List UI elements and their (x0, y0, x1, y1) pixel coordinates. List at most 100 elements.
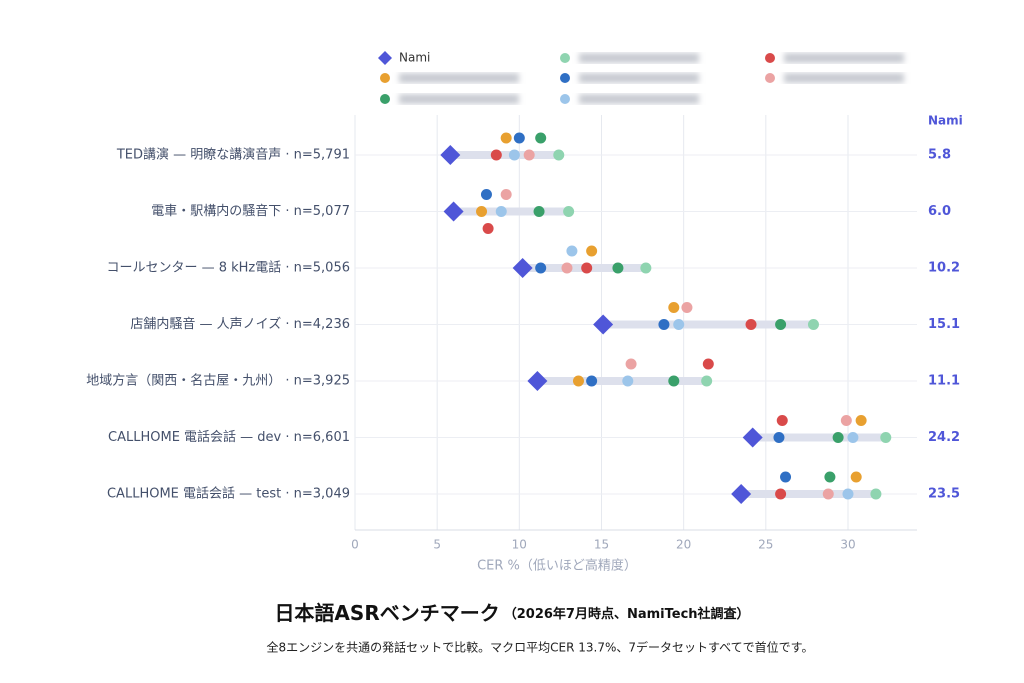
dot (586, 375, 598, 387)
nami-marker (440, 145, 461, 165)
x-tick-label: 15 (594, 538, 609, 552)
dot (533, 206, 545, 217)
dot (880, 432, 892, 443)
value-label: 11.1 (928, 374, 960, 389)
nami-marker (742, 427, 763, 448)
legend-marker (765, 53, 775, 63)
dot (842, 488, 854, 500)
category-label: CALLHOME 電話会話 — test · n=3,049 (107, 486, 350, 502)
dot (476, 206, 488, 217)
x-tick-label: 5 (433, 538, 441, 552)
range-bar (450, 151, 559, 159)
dot (581, 262, 593, 274)
dot (495, 206, 507, 217)
dot (490, 149, 502, 161)
category-label: 電車・駅構内の騒音下 · n=5,077 (151, 203, 350, 219)
value-label: 10.2 (928, 261, 960, 276)
x-tick-label: 30 (840, 538, 855, 552)
legend-label-blurred (399, 94, 519, 104)
nami-marker (593, 314, 614, 335)
dot (824, 471, 836, 483)
dot (625, 358, 637, 370)
legend-label-blurred (784, 73, 904, 83)
dot (482, 223, 494, 234)
dot (702, 358, 714, 370)
dot (500, 189, 512, 200)
x-tick-label: 20 (676, 538, 691, 552)
dot (775, 488, 787, 500)
value-label: 23.5 (928, 487, 960, 502)
dot (773, 432, 785, 443)
dot (535, 262, 547, 274)
legend-label-blurred (579, 73, 699, 83)
dot (658, 319, 670, 330)
title: 日本語ASRベンチマーク (274, 601, 499, 625)
x-tick-label: 10 (512, 538, 527, 552)
subtitle: （2026年7月時点、NamiTech社調査） (504, 606, 750, 622)
legend-label: Nami (399, 51, 430, 65)
dot (701, 375, 713, 387)
legend-label-blurred (579, 94, 699, 104)
dot (840, 415, 852, 426)
legend-marker (560, 73, 570, 83)
dot (586, 245, 598, 257)
category-label: コールセンター — 8 kHz電話 · n=5,056 (106, 260, 350, 276)
dot (668, 375, 680, 387)
dot (775, 319, 787, 330)
note: 全8エンジンを共通の発話セットで比較。マクロ平均CER 13.7%、7データセッ… (267, 640, 814, 655)
dot (807, 319, 819, 330)
x-tick-label: 0 (351, 538, 359, 552)
dot (832, 432, 844, 443)
dot (612, 262, 624, 274)
range-bar (603, 320, 814, 329)
dot (776, 415, 788, 426)
dot (850, 471, 862, 483)
dot (847, 432, 859, 443)
dot (508, 149, 520, 161)
legend-marker (560, 53, 570, 63)
category-label: CALLHOME 電話会話 — dev · n=6,601 (108, 429, 350, 445)
range-bar (741, 490, 876, 498)
category-label: 店舗内騒音 — 人声ノイズ · n=4,236 (130, 316, 350, 332)
dot (855, 415, 867, 426)
dot (480, 189, 492, 200)
dot (513, 132, 525, 144)
dot (561, 262, 573, 274)
value-label: 6.0 (928, 204, 951, 219)
legend-label-blurred (579, 53, 699, 63)
nami-marker (527, 371, 548, 391)
dot (870, 488, 882, 500)
dot (500, 132, 512, 144)
category-label: TED講演 — 明瞭な講演音声 · n=5,791 (116, 147, 350, 163)
nami-marker (512, 258, 533, 278)
dot (535, 132, 547, 144)
category-label: 地域方言（関西・名古屋・九州） · n=3,925 (86, 373, 350, 389)
value-column-header: Nami (928, 114, 963, 128)
value-label: 15.1 (928, 317, 960, 332)
dot (668, 302, 680, 313)
legend-marker (380, 73, 390, 83)
nami-marker (731, 484, 752, 504)
x-tick-label: 25 (758, 538, 773, 552)
x-axis-label: CER %（低いほど高精度） (477, 558, 637, 574)
dot (780, 471, 792, 483)
dot (566, 245, 578, 257)
dot (622, 375, 634, 387)
chart-title: 日本語ASRベンチマーク （2026年7月時点、NamiTech社調査） (274, 601, 749, 625)
dot (523, 149, 535, 161)
range-bar (453, 207, 569, 216)
legend-marker (560, 94, 570, 104)
dot (640, 262, 652, 274)
dot (572, 375, 584, 387)
legend-label-blurred (399, 73, 519, 83)
dot (553, 149, 565, 161)
dot (745, 319, 757, 330)
value-label: 24.2 (928, 430, 960, 445)
dot (822, 488, 834, 500)
legend-marker (765, 73, 775, 83)
legend-label-blurred (784, 53, 904, 63)
legend-marker (380, 94, 390, 104)
range-bar (752, 433, 886, 442)
dot (681, 302, 693, 313)
